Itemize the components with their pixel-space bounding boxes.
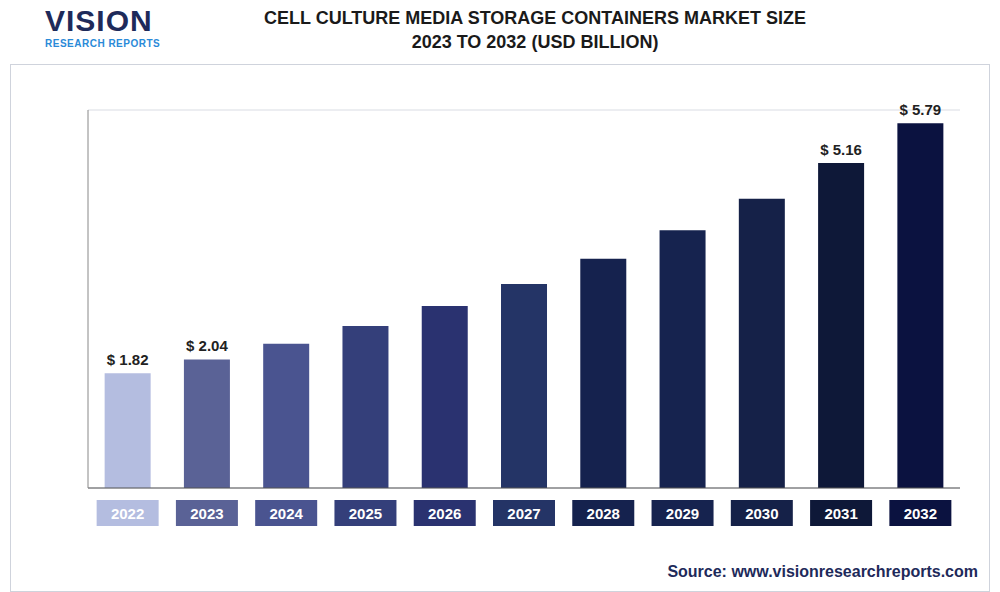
svg-text:2030: 2030 xyxy=(745,505,778,522)
svg-text:2026: 2026 xyxy=(428,505,461,522)
html-text:CELL CULTURE MEDIA STORAGE CON: CELL CULTURE MEDIA STORAGE CONTAINERS MA… xyxy=(264,8,806,52)
html-text:VISION: VISION xyxy=(45,4,153,37)
svg-text:2023: 2023 xyxy=(190,505,223,522)
svg-text:$ 5.16: $ 5.16 xyxy=(820,141,862,158)
svg-text:2024: 2024 xyxy=(269,505,303,522)
svg-text:2032: 2032 xyxy=(904,505,937,522)
svg-text:2028: 2028 xyxy=(587,505,620,522)
svg-text:2022: 2022 xyxy=(111,505,144,522)
svg-text:$ 2.04: $ 2.04 xyxy=(186,337,228,354)
svg-text:2027: 2027 xyxy=(507,505,540,522)
html-text:RESEARCH REPORTS: RESEARCH REPORTS xyxy=(45,38,161,49)
svg-text:$ 5.79: $ 5.79 xyxy=(900,101,942,118)
svg-text:2031: 2031 xyxy=(824,505,857,522)
svg-text:2029: 2029 xyxy=(666,505,699,522)
svg-text:$ 1.82: $ 1.82 xyxy=(107,351,149,368)
html-text:Source: www.visionresearchrepo: Source: www.visionresearchreports.com xyxy=(667,563,978,580)
svg-text:2025: 2025 xyxy=(349,505,382,522)
